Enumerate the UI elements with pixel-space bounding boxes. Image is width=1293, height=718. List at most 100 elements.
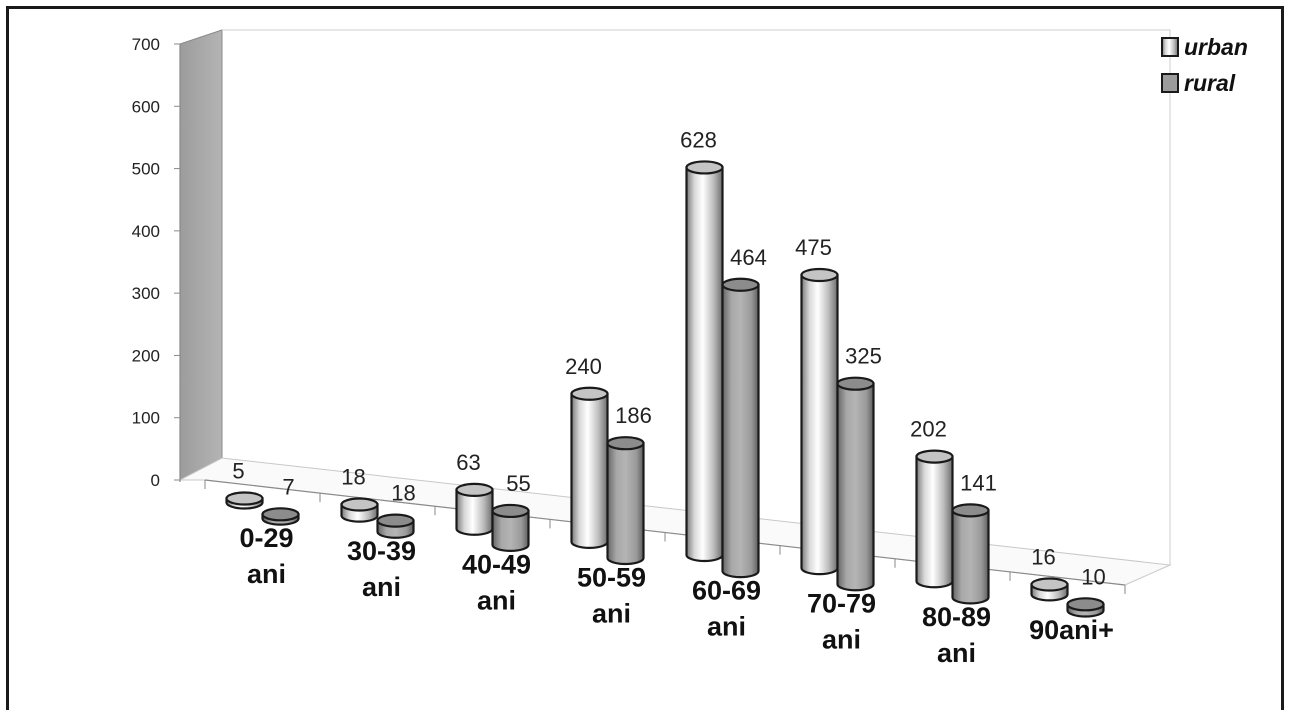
bar-top — [951, 503, 990, 518]
data-label: 186 — [615, 403, 652, 428]
bar-top — [491, 503, 530, 519]
bar-urban — [685, 160, 724, 563]
data-label: 5 — [232, 459, 244, 484]
bar-body — [685, 166, 724, 563]
bar-rural — [491, 503, 530, 552]
category-label: 40-49 ani — [462, 549, 531, 615]
y-tick-label: 0 — [151, 471, 160, 490]
bar-rural — [951, 503, 990, 605]
category-label-line: ani — [937, 638, 976, 668]
bar-urban — [1030, 577, 1069, 602]
bar-top — [606, 436, 645, 451]
data-label: 10 — [1081, 564, 1105, 589]
bar-rural — [261, 507, 300, 526]
data-label: 18 — [341, 465, 365, 490]
category-label: 50-59 ani — [577, 562, 646, 628]
bar-top — [570, 386, 609, 401]
category-label: 90ani+ — [1029, 615, 1114, 645]
category-label-line: 90ani+ — [1029, 615, 1114, 645]
bar-rural — [376, 513, 415, 539]
bar-top — [261, 507, 300, 522]
y-tick-label: 600 — [132, 97, 160, 116]
bar-body — [570, 392, 609, 549]
category-label-line: ani — [592, 598, 631, 628]
bar-urban — [455, 482, 494, 536]
data-label: 325 — [845, 344, 882, 369]
data-label: 16 — [1031, 545, 1055, 570]
bar-top — [225, 491, 264, 506]
category-label-line: ani — [707, 612, 746, 642]
y-tick-label: 300 — [132, 284, 160, 303]
data-label: 63 — [456, 450, 480, 475]
data-label: 141 — [960, 470, 997, 495]
category-label: 80-89 ani — [922, 602, 991, 668]
data-labels: 5 7 18 18 63 55 240 186 628 464 475 325 202 141 16 10 — [232, 127, 1105, 589]
bar-body — [915, 455, 954, 589]
bar-body — [721, 283, 760, 579]
bar-top — [685, 160, 724, 175]
legend-swatch-urban — [1161, 37, 1179, 57]
bar-top — [915, 449, 954, 464]
chart-walls — [179, 29, 1172, 586]
bar-body — [800, 273, 839, 576]
bar-urban — [915, 449, 954, 589]
legend-label: urban — [1184, 34, 1248, 60]
category-label: 0-29 ani — [239, 523, 293, 589]
bar-urban — [340, 497, 379, 523]
category-label-line: ani — [362, 572, 401, 602]
category-label-line: ani — [822, 625, 861, 655]
y-tick-label: 200 — [132, 346, 160, 365]
category-label-line: 0-29 — [239, 523, 293, 553]
data-label: 240 — [565, 354, 602, 379]
bar-body — [606, 442, 645, 566]
data-label: 202 — [910, 417, 947, 442]
data-label: 475 — [795, 235, 832, 260]
bar-urban — [570, 386, 609, 549]
data-label: 7 — [282, 474, 294, 499]
bar-top — [340, 497, 379, 512]
category-label: 30-39 ani — [347, 536, 416, 602]
bar-rural — [721, 277, 760, 579]
bar-body — [951, 509, 990, 605]
bar-rural — [606, 436, 645, 566]
side-wall — [179, 29, 223, 481]
data-label: 464 — [730, 245, 767, 270]
bar-body — [836, 382, 875, 592]
legend-swatch-rural — [1161, 73, 1179, 93]
category-label-line: 30-39 — [347, 536, 416, 566]
bar-series — [225, 160, 1105, 618]
y-tick-label: 400 — [132, 222, 160, 241]
bar-top — [455, 482, 494, 497]
bar-top — [836, 376, 875, 391]
back-wall-edge — [222, 29, 1171, 565]
data-label: 55 — [506, 471, 530, 496]
bar-urban — [225, 491, 264, 510]
y-axis: 0 100 200 300 400 500 600 700 — [132, 35, 181, 490]
bar-top — [800, 267, 839, 283]
category-label-line: 40-49 — [462, 549, 531, 579]
category-label-line: ani — [477, 585, 516, 615]
category-label: 70-79 ani — [807, 589, 876, 655]
y-tick-label: 700 — [132, 35, 160, 54]
bar-rural — [1066, 597, 1105, 618]
category-label-line: 70-79 — [807, 589, 876, 619]
bar-top — [721, 277, 760, 292]
data-label: 18 — [391, 481, 415, 506]
bar-top — [1066, 597, 1105, 612]
category-label-line: ani — [247, 559, 286, 589]
bar-urban — [800, 267, 839, 576]
category-label-line: 80-89 — [922, 602, 991, 632]
floor — [179, 457, 1172, 586]
chart-frame — [6, 6, 1284, 710]
y-tick-label: 500 — [132, 160, 160, 179]
legend-label: rural — [1184, 70, 1236, 96]
data-label: 628 — [680, 127, 717, 152]
bar-body — [491, 509, 530, 552]
category-label: 60-69 ani — [692, 576, 761, 642]
bar-top — [1030, 577, 1069, 592]
y-tick-label: 100 — [132, 409, 160, 428]
category-label-line: 50-59 — [577, 562, 646, 592]
category-label-line: 60-69 — [692, 576, 761, 606]
bar-top — [376, 513, 415, 528]
